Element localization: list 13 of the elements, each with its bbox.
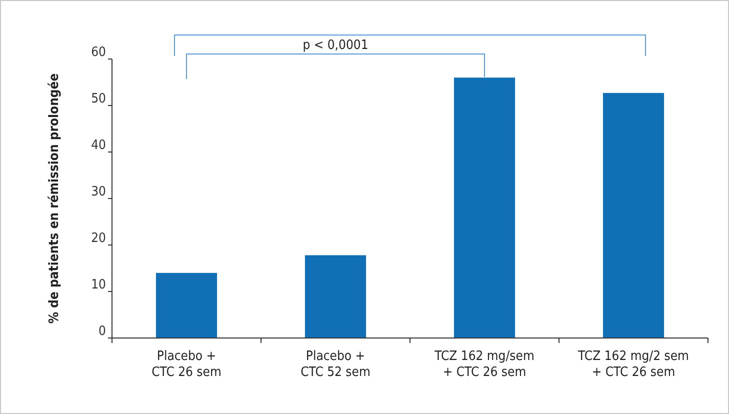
y-tick-label: 30 <box>91 184 106 200</box>
y-tick-label: 50 <box>91 92 106 106</box>
x-tick-label: Placebo + CTC 52 sem <box>300 349 370 380</box>
x-tick-label: TCZ 162 mg/sem + CTC 26 sem <box>434 349 534 380</box>
text: p < 0,0001 <box>302 38 368 53</box>
y-tick-label: 0 <box>98 324 106 339</box>
y-tick-label: 40 <box>91 138 106 153</box>
y-tick-label: 10 <box>91 278 106 292</box>
x-tick-label: TCZ 162 mg/2 sem + CTC 26 sem <box>577 349 689 380</box>
y-tick-label: 60 <box>91 45 106 60</box>
y-axis-title: % de patients en rémission prolongée <box>47 73 62 324</box>
y-tick-label: 20 <box>91 231 106 246</box>
x-tick-label: Placebo + CTC 26 sem <box>152 349 222 380</box>
